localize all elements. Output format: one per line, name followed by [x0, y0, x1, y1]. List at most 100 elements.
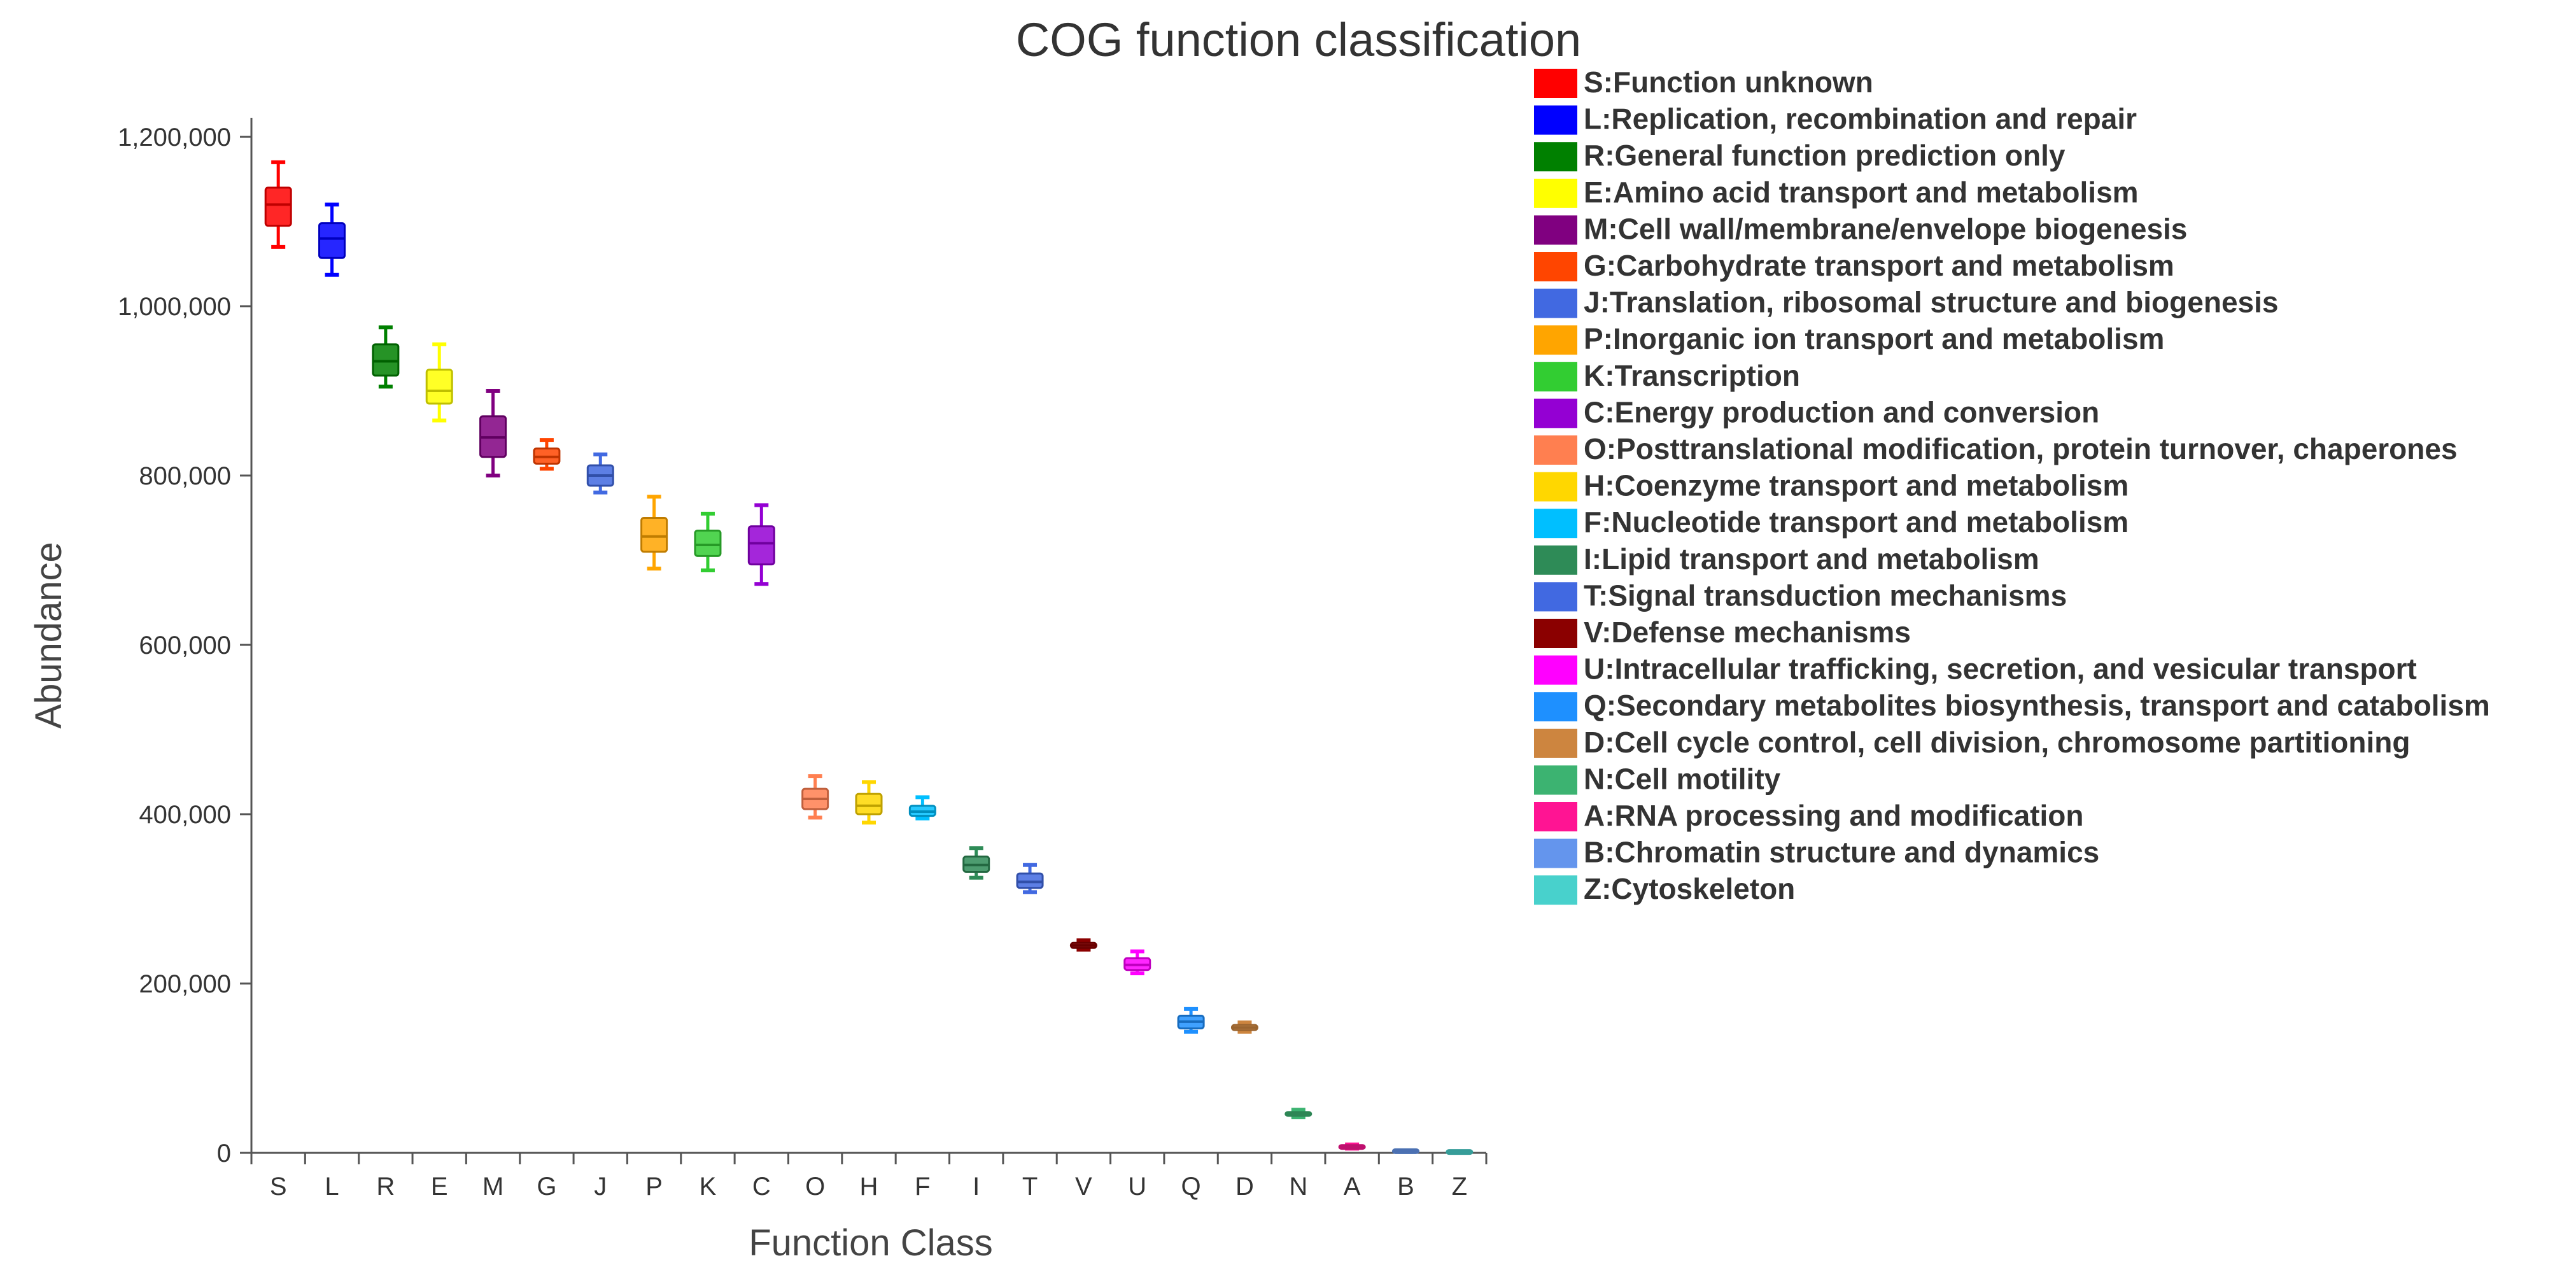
x-tick-label: T: [1022, 1173, 1038, 1201]
box-Z: [1446, 1149, 1474, 1155]
y-axis-title: Abundance: [28, 542, 69, 728]
legend-item-G: G:Carbohydrate transport and metabolism: [1534, 249, 2174, 282]
box-B: [1391, 1148, 1419, 1154]
legend-swatch: [1534, 582, 1577, 612]
box-E: [425, 342, 453, 423]
box-O: [801, 774, 829, 820]
y-tick-label: 200,000: [139, 970, 231, 998]
x-axis-title: Function Class: [749, 1222, 993, 1264]
y-axis: 0 200,000 400,000 600,000 800,000 1,000,000 1,…: [118, 118, 253, 1168]
box-U: [1123, 949, 1151, 976]
legend-swatch: [1534, 288, 1577, 318]
box-iqr: [264, 187, 292, 227]
legend-label: A:RNA processing and modification: [1584, 799, 2083, 832]
x-tick-label: K: [700, 1173, 717, 1201]
box-K: [694, 511, 722, 572]
legend-swatch: [1534, 399, 1577, 428]
box-iqr: [747, 525, 775, 566]
legend-swatch: [1534, 545, 1577, 575]
x-tick-label: S: [270, 1173, 287, 1201]
legend-swatch: [1534, 619, 1577, 648]
x-tick-label: L: [325, 1173, 339, 1201]
legend-label: J:Translation, ribosomal structure and b…: [1584, 286, 2278, 319]
x-tick-label: I: [973, 1173, 980, 1201]
legend-item-R: R:General function prediction only: [1534, 139, 2066, 172]
legend-label: P:Inorganic ion transport and metabolism: [1584, 322, 2164, 355]
box-R: [372, 325, 400, 389]
box-iqr: [640, 517, 668, 553]
box-P: [640, 495, 668, 571]
x-tick-label: J: [594, 1173, 607, 1201]
legend-swatch: [1534, 838, 1577, 868]
legend-item-J: J:Translation, ribosomal structure and b…: [1534, 286, 2278, 319]
box-D: [1230, 1020, 1258, 1034]
legend-item-V: V:Defense mechanisms: [1534, 616, 1911, 649]
x-tick-label: Q: [1181, 1173, 1201, 1201]
legend-label: R:General function prediction only: [1584, 139, 2066, 172]
legend-item-I: I:Lipid transport and metabolism: [1534, 542, 2039, 575]
legend-swatch: [1534, 765, 1577, 795]
legend-swatch: [1534, 142, 1577, 172]
box-F: [908, 795, 936, 821]
x-tick-label: G: [537, 1173, 556, 1201]
legend-swatch: [1534, 692, 1577, 722]
legend-item-N: N:Cell motility: [1534, 762, 1781, 795]
x-tick-label: O: [805, 1173, 825, 1201]
legend-label: L:Replication, recombination and repair: [1584, 102, 2137, 136]
x-tick-label: A: [1344, 1173, 1361, 1201]
box-iqr: [694, 529, 722, 557]
legend-swatch: [1534, 178, 1577, 208]
y-tick-label: 400,000: [139, 801, 231, 829]
legend-item-E: E:Amino acid transport and metabolism: [1534, 176, 2139, 209]
x-tick-label: F: [915, 1173, 930, 1201]
x-tick-label: E: [431, 1173, 448, 1201]
legend-label: G:Carbohydrate transport and metabolism: [1584, 249, 2174, 282]
box-iqr: [425, 369, 453, 405]
legend-label: H:Coenzyme transport and metabolism: [1584, 469, 2129, 502]
box-S: [264, 160, 292, 249]
legend-item-O: O:Posttranslational modification, protei…: [1534, 432, 2458, 465]
x-tick-label: R: [376, 1173, 395, 1201]
legend-swatch: [1534, 509, 1577, 539]
x-tick-label: P: [645, 1173, 663, 1201]
legend-item-H: H:Coenzyme transport and metabolism: [1534, 469, 2129, 502]
legend-item-Z: Z:Cytoskeleton: [1534, 872, 1795, 905]
legend-label: U:Intracellular trafficking, secretion, …: [1584, 653, 2417, 686]
legend-item-U: U:Intracellular trafficking, secretion, …: [1534, 653, 2417, 686]
legend-item-A: A:RNA processing and modification: [1534, 799, 2083, 832]
x-tick-label: B: [1397, 1173, 1414, 1201]
legend-item-B: B:Chromatin structure and dynamics: [1534, 836, 2099, 869]
x-tick-label: N: [1289, 1173, 1307, 1201]
legend-item-D: D:Cell cycle control, cell division, chr…: [1534, 726, 2410, 759]
legend-swatch: [1534, 69, 1577, 98]
box-L: [318, 202, 346, 277]
legend-swatch: [1534, 325, 1577, 355]
legend-label: C:Energy production and conversion: [1584, 395, 2099, 428]
x-tick-label: D: [1235, 1173, 1254, 1201]
y-tick-label: 1,200,000: [118, 123, 231, 152]
legend-swatch: [1534, 362, 1577, 392]
box-iqr: [318, 222, 346, 259]
legend-swatch: [1534, 472, 1577, 502]
legend-item-M: M:Cell wall/membrane/envelope biogenesis: [1534, 212, 2187, 245]
legend-item-Q: Q:Secondary metabolites biosynthesis, tr…: [1534, 689, 2490, 722]
legend-label: E:Amino acid transport and metabolism: [1584, 176, 2139, 209]
legend-label: M:Cell wall/membrane/envelope biogenesis: [1584, 212, 2187, 245]
x-tick-label: Z: [1452, 1173, 1467, 1201]
box-series: [264, 160, 1474, 1155]
box-M: [479, 389, 507, 477]
legend-swatch: [1534, 215, 1577, 245]
legend-swatch: [1534, 252, 1577, 281]
legend-label: T:Signal transduction mechanisms: [1584, 579, 2067, 612]
x-tick-label: C: [752, 1173, 771, 1201]
y-tick-label: 0: [217, 1139, 231, 1168]
legend-label: I:Lipid transport and metabolism: [1584, 542, 2039, 575]
legend-label: D:Cell cycle control, cell division, chr…: [1584, 726, 2410, 759]
box-Q: [1177, 1006, 1205, 1034]
legend-item-K: K:Transcription: [1534, 359, 1800, 392]
y-tick-label: 600,000: [139, 631, 231, 660]
x-tick-label: U: [1128, 1173, 1146, 1201]
